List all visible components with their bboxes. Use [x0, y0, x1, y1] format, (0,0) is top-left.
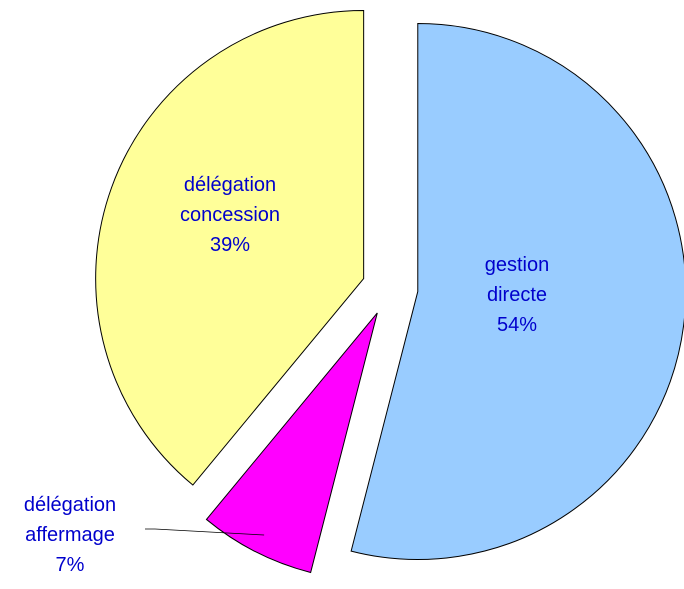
- slice-label: délégation concession 39%: [155, 170, 305, 260]
- slice-label: délégation affermage 7%: [0, 490, 145, 580]
- value-label: 39%: [209, 234, 251, 256]
- value-label: 7%: [55, 554, 85, 576]
- pie-slice: [205, 312, 378, 574]
- value-label: 54%: [496, 314, 538, 336]
- category-label: délégation affermage: [23, 494, 117, 546]
- leader-line: [145, 528, 265, 536]
- pie-slice: [95, 10, 365, 486]
- category-label: gestion directe: [484, 254, 550, 306]
- category-label: délégation concession: [179, 174, 281, 226]
- slice-label: gestion directe 54%: [442, 250, 592, 340]
